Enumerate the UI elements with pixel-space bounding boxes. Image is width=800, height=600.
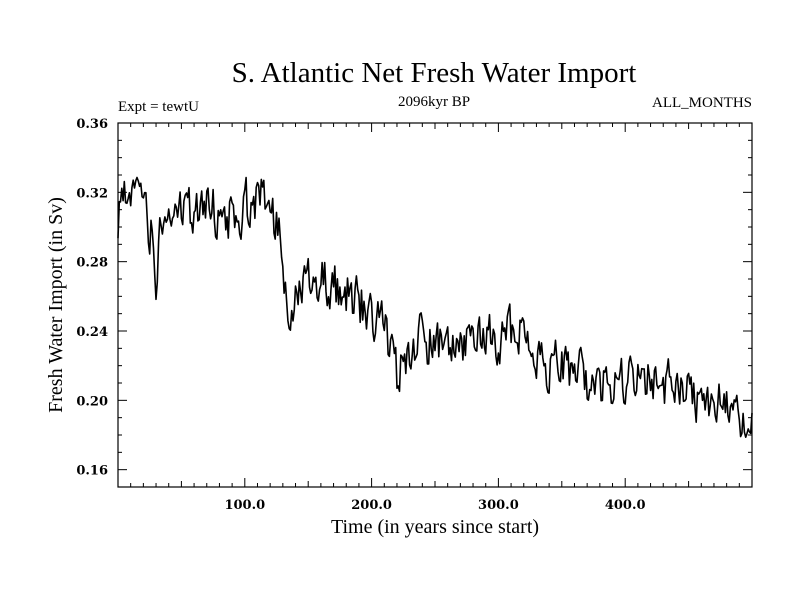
y-tick-label: 0.32: [76, 186, 108, 201]
x-tick-label: 100.0: [224, 498, 265, 513]
y-tick-label: 0.24: [76, 325, 108, 340]
y-tick-label: 0.20: [76, 394, 108, 409]
chart-title: S. Atlantic Net Fresh Water Import: [232, 57, 637, 89]
x-axis-label: Time (in years since start): [331, 516, 539, 538]
y-axis-label: Fresh Water Import (in Sv): [45, 197, 67, 413]
experiment-label: Expt = tewtU: [118, 99, 199, 115]
x-tick-label: 400.0: [605, 498, 646, 513]
x-tick-label: 300.0: [478, 498, 519, 513]
y-tick-label: 0.36: [76, 117, 108, 132]
series-line: [117, 176, 753, 438]
x-tick-label: 200.0: [351, 498, 392, 513]
plot-frame: [117, 122, 753, 488]
time-period-label: 2096kyr BP: [398, 94, 470, 110]
y-tick-label: 0.16: [76, 464, 108, 479]
axis-ticks: [118, 122, 752, 488]
months-label: ALL_MONTHS: [652, 95, 752, 111]
axis-tick-labels: 100.0 200.0 300.0 400.0 0.16 0.20 0.24 0.28 0.32…: [76, 117, 645, 513]
y-tick-label: 0.28: [76, 256, 108, 271]
